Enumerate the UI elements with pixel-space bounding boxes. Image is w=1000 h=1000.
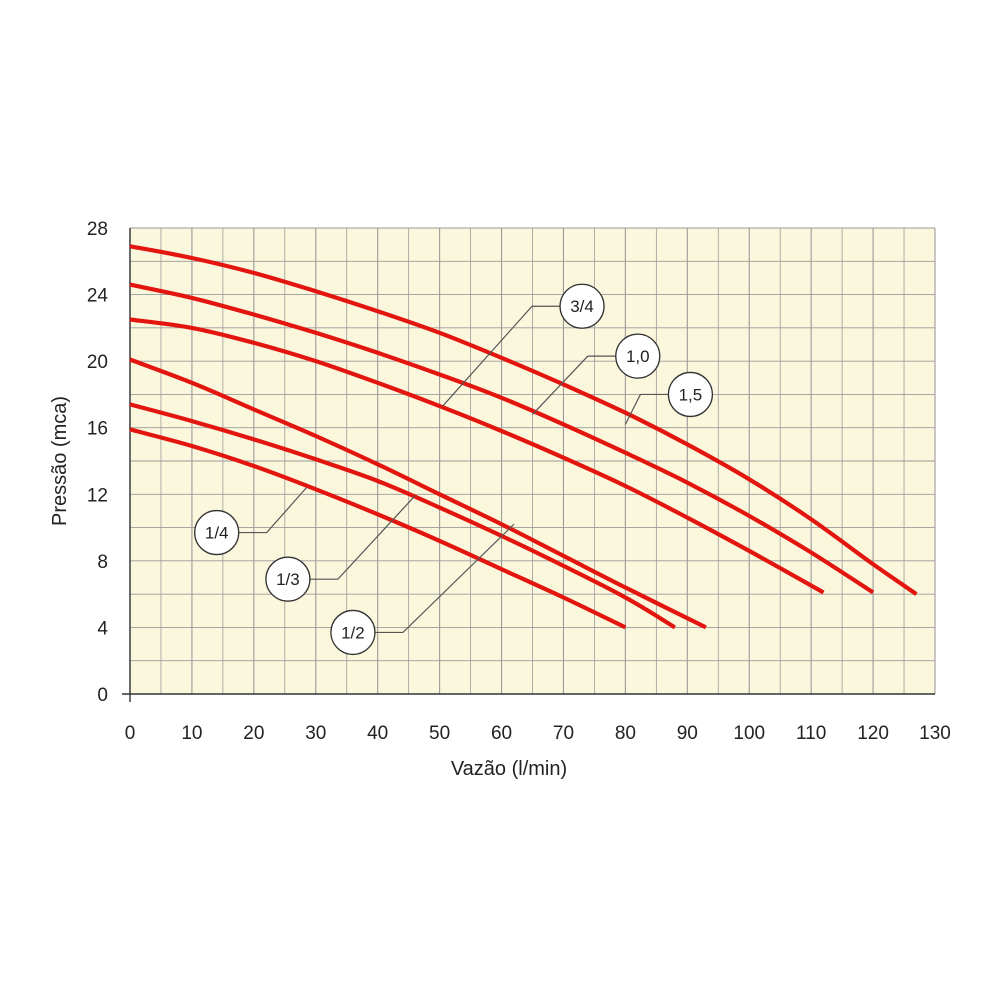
- x-tick-label: 130: [919, 723, 951, 744]
- series-label: 1,0: [626, 347, 650, 366]
- x-tick-label: 80: [615, 723, 636, 744]
- y-axis-ticks: 0 4 8 12 16 20 24 28: [87, 219, 109, 706]
- series-label: 1/4: [205, 524, 229, 543]
- x-tick-label: 30: [305, 723, 326, 744]
- series-line-4: [129, 282, 875, 595]
- callout-leader-line: [309, 495, 416, 580]
- series-line-5: [129, 244, 918, 596]
- x-tick-label: 60: [491, 723, 512, 744]
- series-label: 3/4: [570, 297, 594, 316]
- callout-leader-line: [238, 487, 307, 534]
- y-tick-label: 28: [87, 219, 108, 240]
- series-layer: [129, 244, 918, 630]
- series-callouts: 1/4 1/3 1/2 3/4 1,0 1,5: [194, 283, 714, 656]
- x-tick-label: 100: [733, 723, 765, 744]
- x-tick-label: 70: [553, 723, 574, 744]
- x-tick-label: 110: [796, 723, 826, 744]
- callout-circle: [559, 283, 605, 329]
- x-axis-title: Vazão (l/min): [451, 758, 567, 780]
- series-line-1: [129, 402, 676, 630]
- series-label: 1,5: [679, 385, 703, 404]
- y-tick-label: 4: [97, 618, 108, 639]
- grid: [122, 227, 936, 702]
- y-tick-label: 20: [87, 352, 108, 373]
- y-tick-label: 16: [87, 419, 108, 440]
- x-tick-label: 120: [857, 723, 889, 744]
- series-line-3: [129, 317, 825, 595]
- x-tick-label: 0: [125, 723, 136, 744]
- callout-circle: [330, 609, 376, 656]
- y-tick-label: 0: [97, 685, 108, 706]
- callout-leader-line: [624, 393, 669, 425]
- callout-circle: [194, 509, 240, 556]
- x-tick-label: 20: [243, 723, 264, 744]
- callout-circle: [667, 371, 714, 418]
- x-tick-label: 90: [677, 723, 698, 744]
- callout-leader-line: [532, 355, 616, 415]
- callout-circle: [265, 556, 311, 602]
- callout-leader-line: [442, 305, 561, 407]
- x-tick-label: 10: [181, 723, 202, 744]
- series-line-2: [129, 357, 707, 630]
- y-tick-label: 24: [87, 286, 109, 307]
- x-tick-label: 50: [429, 723, 450, 744]
- series-line-0: [129, 427, 627, 630]
- y-tick-label: 12: [87, 485, 108, 506]
- x-tick-label: 40: [367, 723, 388, 744]
- callout-circle: [615, 333, 661, 379]
- callout-leader-line: [374, 523, 515, 634]
- y-tick-label: 8: [97, 552, 108, 573]
- series-label: 1/3: [276, 570, 300, 589]
- series-label: 1/2: [341, 623, 365, 642]
- y-axis-title: Pressão (mca): [49, 396, 71, 526]
- x-axis-ticks: 0 10 20 30 40 50 60 70 80 90 100 110 120 130: [125, 723, 951, 744]
